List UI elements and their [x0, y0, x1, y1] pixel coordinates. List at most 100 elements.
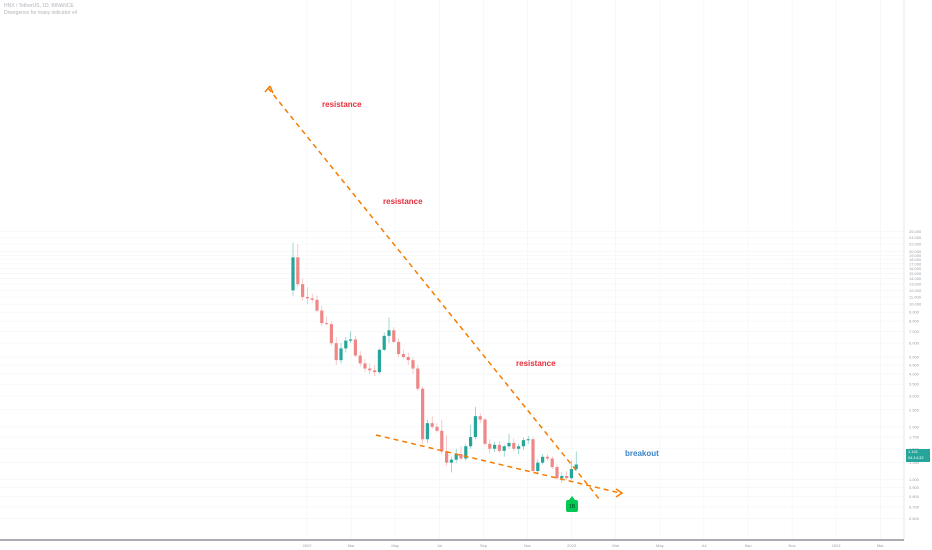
price-tick-label: 5.000	[909, 355, 920, 360]
time-tick-label: Nov	[789, 543, 796, 548]
price-tick-label: 1.000	[909, 477, 920, 482]
annotation-resistance-2: resistance	[383, 197, 423, 206]
annotation-resistance-3: resistance	[516, 359, 556, 368]
trendline-arrow	[264, 85, 274, 94]
candle	[497, 441, 501, 453]
candle	[478, 412, 482, 424]
divergence-signal-marker: 1B	[566, 496, 578, 512]
candle	[301, 278, 305, 301]
candle	[517, 443, 521, 455]
price-tick-label: 3.000	[909, 393, 920, 398]
price-tick-label: 1.500	[909, 446, 920, 451]
current-price: 1.141	[908, 449, 919, 454]
candle	[334, 337, 338, 366]
annotation-resistance-1: resistance	[322, 100, 362, 109]
price-tick-label: 17.000	[909, 261, 922, 266]
price-tick-label: 2.000	[909, 424, 920, 429]
candle	[488, 439, 492, 455]
candle	[435, 423, 439, 433]
price-tick-label: 0.600	[909, 516, 920, 521]
candle	[565, 471, 569, 481]
candle	[502, 444, 506, 457]
time-tick-label: May	[391, 543, 399, 548]
support-trendline	[375, 434, 621, 494]
candle	[296, 244, 300, 288]
price-tick-label: 4.000	[909, 372, 920, 377]
candle	[425, 419, 429, 443]
candle	[387, 317, 391, 344]
candle	[416, 365, 420, 392]
resistance-trendline	[267, 87, 601, 501]
candle	[363, 358, 367, 373]
candle	[483, 417, 487, 447]
price-tick-label: 12.000	[909, 288, 922, 293]
symbol-title: HNX / TetherUS, 1D, BINANCE	[4, 3, 74, 9]
price-tick-label: 2.500	[909, 407, 920, 412]
price-tick-label: 13.000	[909, 282, 922, 287]
candle	[459, 446, 463, 461]
candle	[521, 437, 525, 450]
price-tick-label: 7.000	[909, 329, 920, 334]
trendlines	[264, 85, 624, 501]
candle	[430, 416, 434, 429]
candle	[493, 441, 497, 452]
time-tick-label: Jul	[437, 543, 442, 548]
candle	[545, 454, 549, 461]
price-tick-label: 4.500	[909, 363, 920, 368]
price-tick-label: 26.000	[909, 229, 922, 234]
candles	[291, 242, 578, 483]
current-price-label: 1.141 04:14:32	[906, 449, 930, 462]
candle	[320, 305, 324, 327]
candle	[382, 332, 386, 352]
candle	[512, 438, 516, 452]
candle	[329, 321, 333, 346]
time-tick-label: Jul	[701, 543, 706, 548]
price-tick-label: 0.900	[909, 485, 920, 490]
bar-countdown: 04:14:32	[908, 455, 924, 460]
candle	[353, 335, 357, 358]
price-tick-label: 1.750	[909, 435, 920, 440]
grid	[0, 0, 904, 540]
price-tick-label: 3.500	[909, 382, 920, 387]
candle	[507, 434, 511, 449]
price-tick-label: 1.250	[909, 460, 920, 465]
price-tick-label: 22.000	[909, 242, 922, 247]
time-tick-label: Nov	[524, 543, 531, 548]
candle	[560, 472, 564, 483]
candle	[401, 349, 405, 359]
candle	[411, 357, 415, 375]
candle	[469, 424, 473, 449]
price-tick-label: 20.000	[909, 249, 922, 254]
time-tick-label: Sep	[744, 543, 752, 548]
price-tick-label: 15.000	[909, 271, 922, 276]
price-tick-label: 8.000	[909, 319, 920, 324]
time-tick-label: May	[656, 543, 664, 548]
candle	[526, 435, 530, 444]
candle	[445, 434, 449, 466]
time-tick-label: 2024	[832, 543, 842, 548]
time-tick-label: Sep	[480, 543, 488, 548]
candle	[574, 451, 578, 472]
price-tick-label: 11.000	[909, 294, 922, 299]
candle	[449, 456, 453, 473]
price-tick-label: 24.000	[909, 235, 922, 240]
time-tick-label: Mar	[348, 543, 356, 548]
indicator-title: Divergence for many indicator v4	[4, 10, 78, 16]
price-tick-label: 14.000	[909, 276, 922, 281]
candle	[397, 338, 401, 358]
candle	[373, 365, 377, 376]
candle	[421, 386, 425, 444]
trendline-arrow	[615, 488, 624, 498]
candle	[473, 406, 477, 440]
price-tick-label: 10.000	[909, 302, 922, 307]
candle	[358, 351, 362, 367]
time-tick-label: Mar	[877, 543, 885, 548]
time-tick-label: 2022	[303, 543, 313, 548]
candle	[339, 343, 343, 364]
candle	[344, 337, 348, 353]
price-tick-label: 6.000	[909, 341, 920, 346]
time-tick-label: 2023	[567, 543, 577, 548]
candle	[550, 456, 554, 470]
price-tick-label: 0.800	[909, 494, 920, 499]
